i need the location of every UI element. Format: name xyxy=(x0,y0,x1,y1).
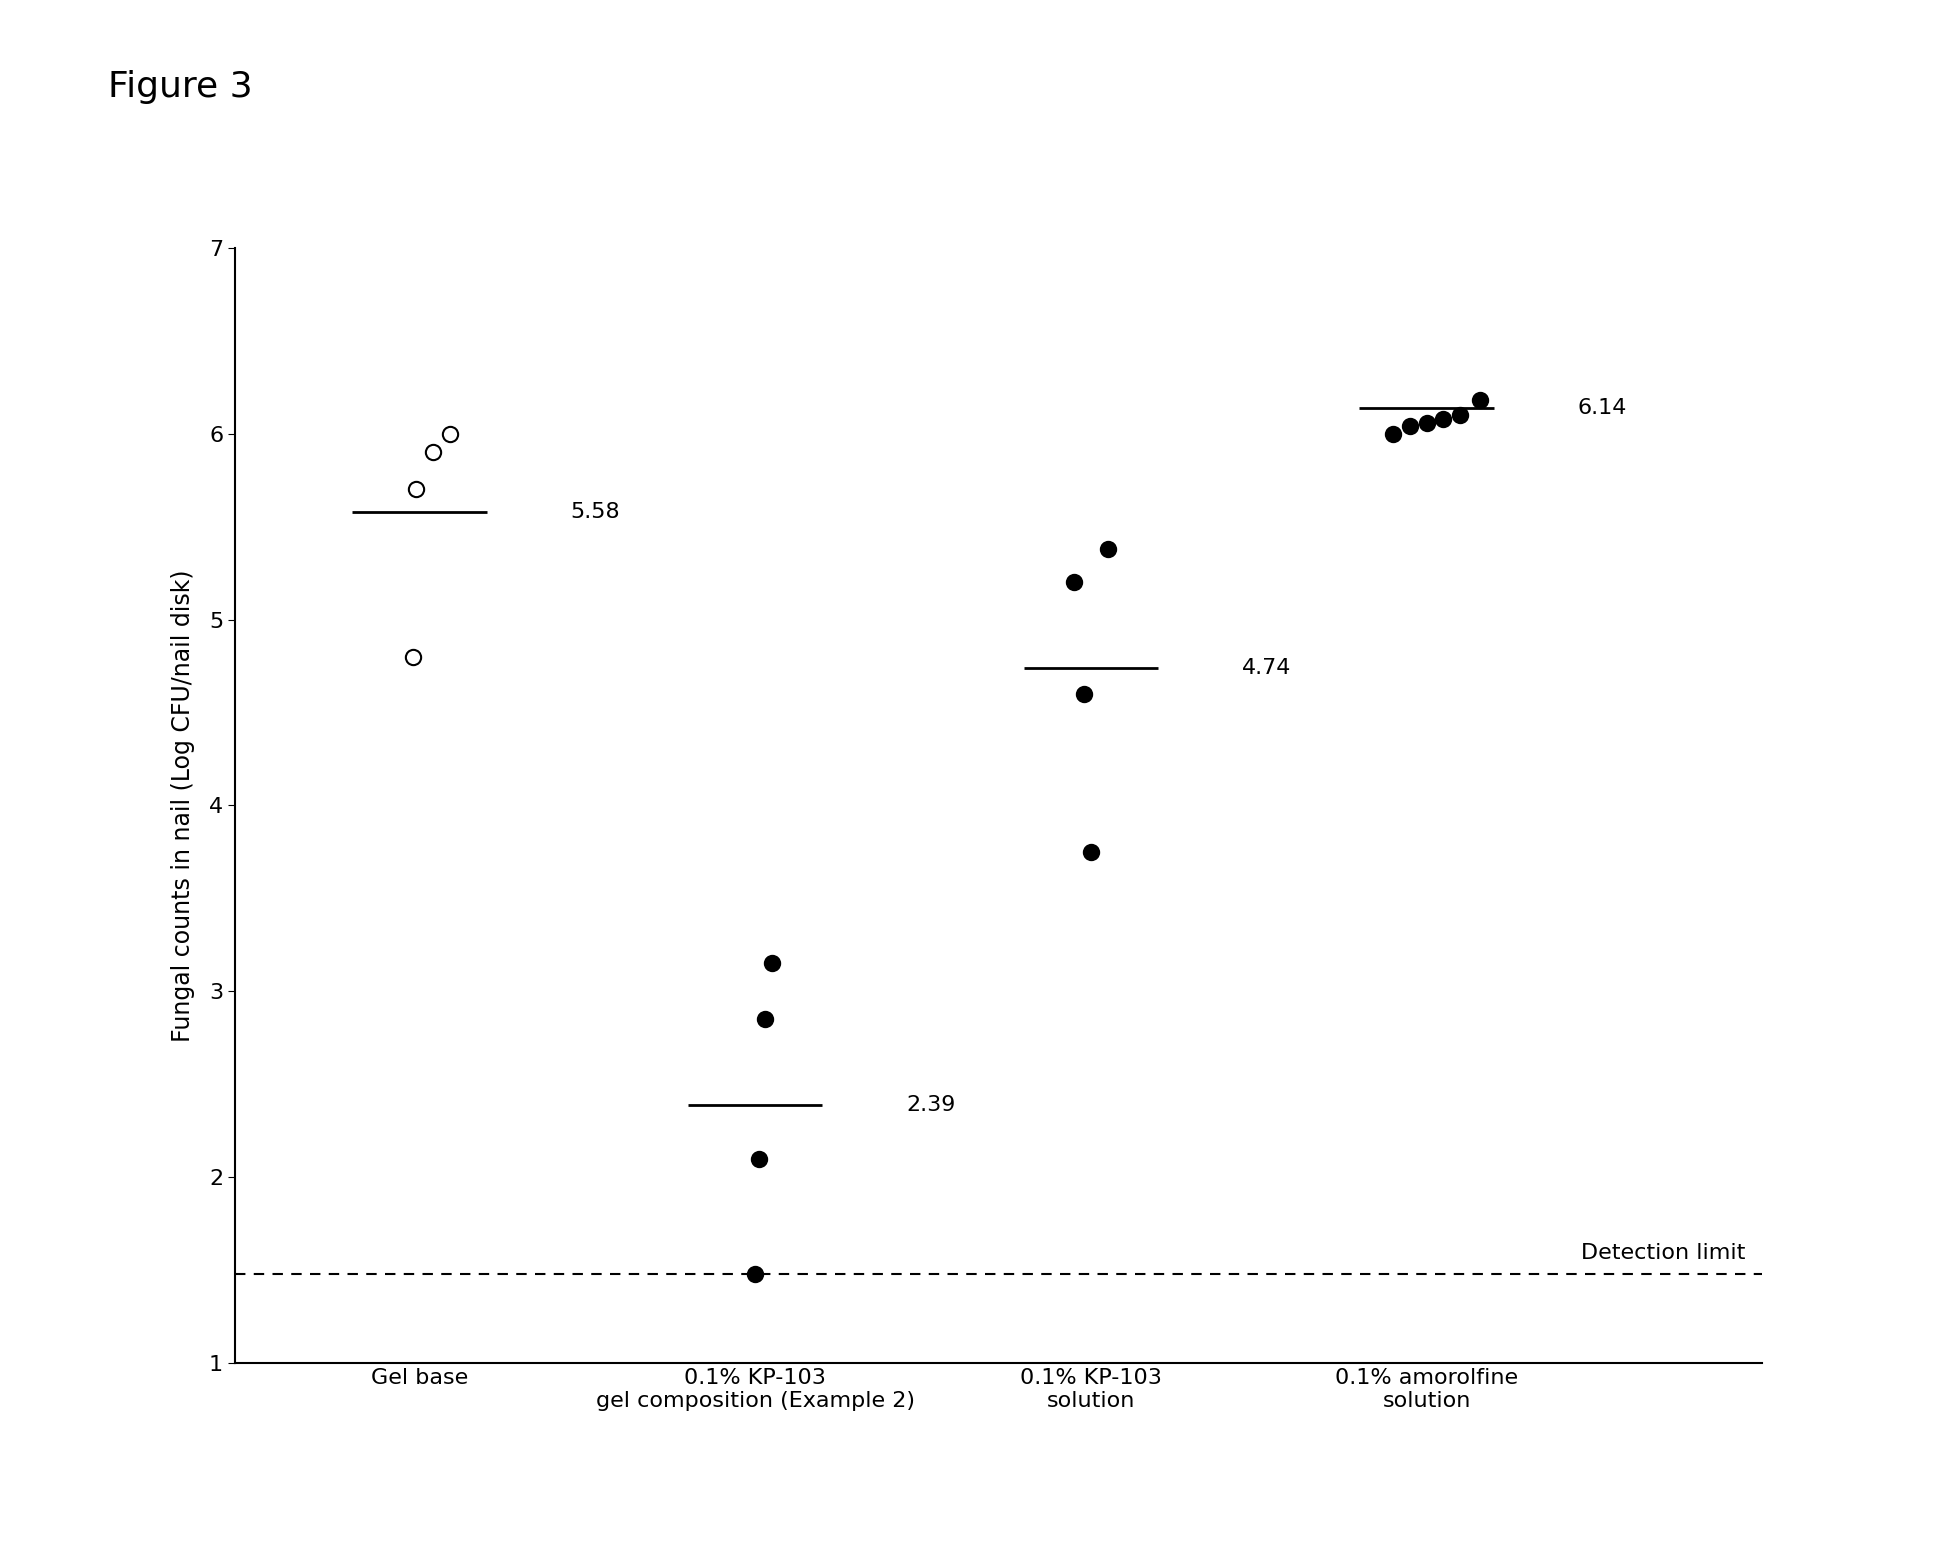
Text: Figure 3: Figure 3 xyxy=(108,70,252,104)
Text: 4.74: 4.74 xyxy=(1241,658,1292,678)
Text: 5.58: 5.58 xyxy=(569,502,620,522)
Text: Detection limit: Detection limit xyxy=(1579,1242,1744,1262)
Text: 2.39: 2.39 xyxy=(906,1095,955,1115)
Text: 6.14: 6.14 xyxy=(1577,398,1626,418)
Y-axis label: Fungal counts in nail (Log CFU/nail disk): Fungal counts in nail (Log CFU/nail disk… xyxy=(170,568,196,1042)
